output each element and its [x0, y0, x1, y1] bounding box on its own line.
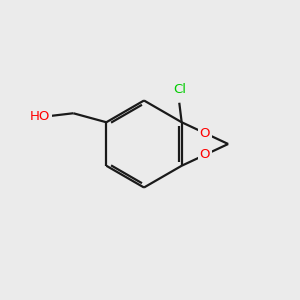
Text: O: O	[200, 148, 210, 161]
Text: HO: HO	[30, 110, 50, 123]
Text: Cl: Cl	[173, 83, 186, 96]
Text: O: O	[200, 127, 210, 140]
